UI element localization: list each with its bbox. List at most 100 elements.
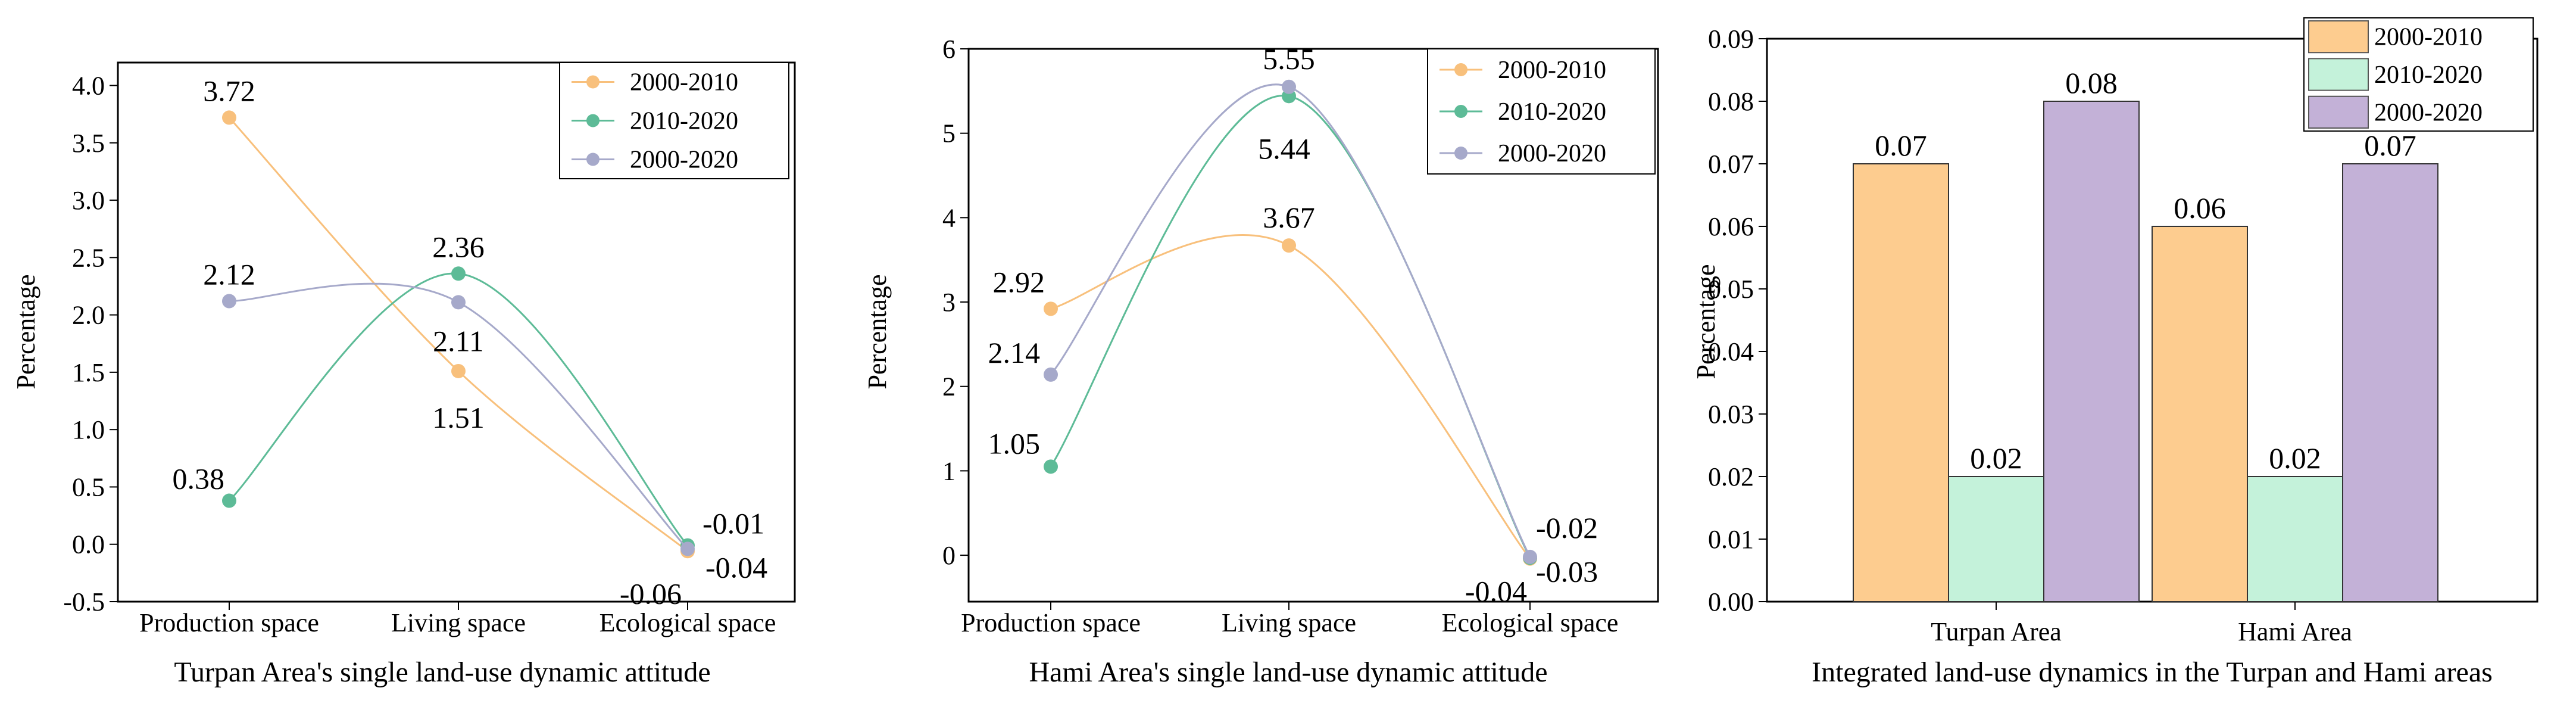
x-tick-label: Living space — [391, 608, 526, 637]
data-label: 0.38 — [173, 462, 225, 496]
legend-label: 2010-2020 — [2374, 61, 2483, 89]
y-tick-label: 0.03 — [1708, 400, 1754, 429]
x-tick-label: Production space — [139, 608, 319, 637]
series-line-2000-2020 — [229, 282, 689, 550]
legend-marker — [586, 114, 599, 127]
data-label: -0.06 — [620, 577, 682, 610]
data-point — [222, 110, 236, 125]
y-tick-label: 0.08 — [1708, 87, 1754, 116]
data-point — [1282, 238, 1296, 253]
y-tick-label: 2.5 — [72, 243, 105, 272]
data-point — [1282, 79, 1296, 94]
hami-line-chart: 0 1 2 3 4 5 6 Percentage Hami Area's single land… — [863, 35, 1659, 688]
integrated-bar-chart: 0.00 0.01 0.02 0.03 0.04 0.05 0.06 0.07 0.08 0.09… — [1691, 17, 2538, 688]
y-tick-label: 4.0 — [72, 71, 105, 101]
y-tick-label: 0 — [942, 541, 956, 570]
data-label: -0.04 — [705, 550, 767, 584]
data-label: 5.55 — [1263, 42, 1315, 76]
data-point — [1044, 459, 1058, 474]
y-tick-label: 0.02 — [1708, 462, 1754, 491]
plot-frame — [967, 48, 1659, 603]
x-tick-label: Turpan Area — [1931, 617, 2062, 646]
data-point — [451, 266, 466, 281]
y-tick-label: -0.5 — [63, 587, 105, 617]
legend-swatch — [2308, 58, 2369, 91]
data-label: 1.05 — [988, 427, 1041, 460]
x-tick-label: Living space — [1222, 608, 1356, 637]
legend-label: 2000-2020 — [2374, 99, 2483, 126]
data-label: -0.04 — [1465, 575, 1527, 608]
y-tick-label: 0.04 — [1708, 337, 1754, 366]
y-tick-label: 3.5 — [72, 129, 105, 158]
y-tick-label: 6 — [942, 35, 956, 64]
legend-swatch — [2308, 20, 2369, 54]
data-label: -0.03 — [1536, 555, 1598, 588]
data-point — [1044, 301, 1058, 316]
y-axis-title: Percentage — [863, 275, 892, 390]
bar-value-label: 0.08 — [2065, 66, 2118, 99]
data-point — [222, 493, 236, 508]
chart-title: Turpan Area's single land-use dynamic at… — [174, 656, 710, 688]
x-tick-label: Ecological space — [599, 608, 776, 637]
y-tick-label: 0.00 — [1708, 587, 1754, 617]
y-tick-label: 4 — [942, 203, 956, 232]
y-tick-label: 1 — [942, 456, 956, 485]
legend-marker — [1454, 105, 1467, 118]
bar — [2247, 476, 2343, 602]
y-tick-label: 2.0 — [72, 301, 105, 330]
data-label: 2.12 — [203, 258, 255, 291]
y-tick-label: 0.07 — [1708, 150, 1754, 179]
x-tick-label: Ecological space — [1442, 608, 1619, 637]
y-tick-label: 0.5 — [72, 472, 105, 502]
data-label: 2.14 — [988, 336, 1041, 369]
legend-marker — [586, 152, 599, 166]
legend-marker — [586, 75, 599, 89]
legend-label: 2000-2010 — [2374, 24, 2483, 51]
data-label: 1.51 — [432, 401, 485, 434]
legend-label: 2000-2010 — [630, 69, 738, 97]
data-point — [451, 295, 466, 310]
y-tick-label: 3.0 — [72, 186, 105, 215]
data-point — [1044, 367, 1058, 382]
series-line-2000-2010 — [1050, 234, 1531, 559]
legend-label: 2010-2020 — [1498, 98, 1606, 126]
legend-label: 2010-2020 — [630, 108, 738, 135]
bar — [2342, 163, 2438, 602]
data-label: 5.44 — [1258, 132, 1310, 165]
legend-marker — [1454, 63, 1467, 76]
y-tick-label: 5 — [942, 119, 956, 148]
y-tick-label: 2 — [942, 372, 956, 401]
data-point — [222, 294, 236, 309]
data-point — [680, 541, 695, 556]
legend-label: 2000-2010 — [1498, 57, 1606, 84]
plot-frame — [117, 61, 796, 603]
data-point — [1523, 549, 1537, 564]
bar-value-label: 0.07 — [2364, 129, 2416, 162]
legend-label: 2000-2020 — [630, 147, 738, 174]
bar — [1948, 476, 2044, 602]
turpan-line-chart: -0.5 0.0 0.5 1.0 1.5 2.0 2.5 3.0 3.5 4.0 Percentag… — [11, 61, 796, 688]
y-tick-label: 0.09 — [1708, 24, 1754, 54]
legend-label: 2000-2020 — [1498, 140, 1606, 167]
x-tick-label: Hami Area — [2238, 617, 2352, 646]
legend-marker — [1454, 147, 1467, 160]
data-label: 2.92 — [993, 265, 1045, 298]
data-label: 2.36 — [432, 230, 485, 263]
bar-value-label: 0.07 — [1875, 129, 1927, 162]
bar-value-label: 0.02 — [1970, 441, 2022, 475]
y-tick-label: 0.01 — [1708, 525, 1754, 554]
y-tick-label: 0.05 — [1708, 275, 1754, 304]
data-label: 2.11 — [433, 324, 484, 357]
x-tick-label: Production space — [961, 608, 1141, 637]
bar — [1853, 163, 1949, 602]
chart-title: Integrated land-use dynamics in the Turp… — [1812, 656, 2493, 688]
y-tick-label: 0.06 — [1708, 212, 1754, 241]
bar — [2043, 101, 2140, 602]
bar-value-label: 0.06 — [2174, 191, 2226, 225]
bar — [2152, 226, 2248, 602]
legend-swatch — [2308, 95, 2369, 129]
y-tick-label: 1.0 — [72, 415, 105, 444]
data-label: 3.67 — [1263, 201, 1315, 234]
data-label: -0.02 — [1536, 511, 1598, 544]
